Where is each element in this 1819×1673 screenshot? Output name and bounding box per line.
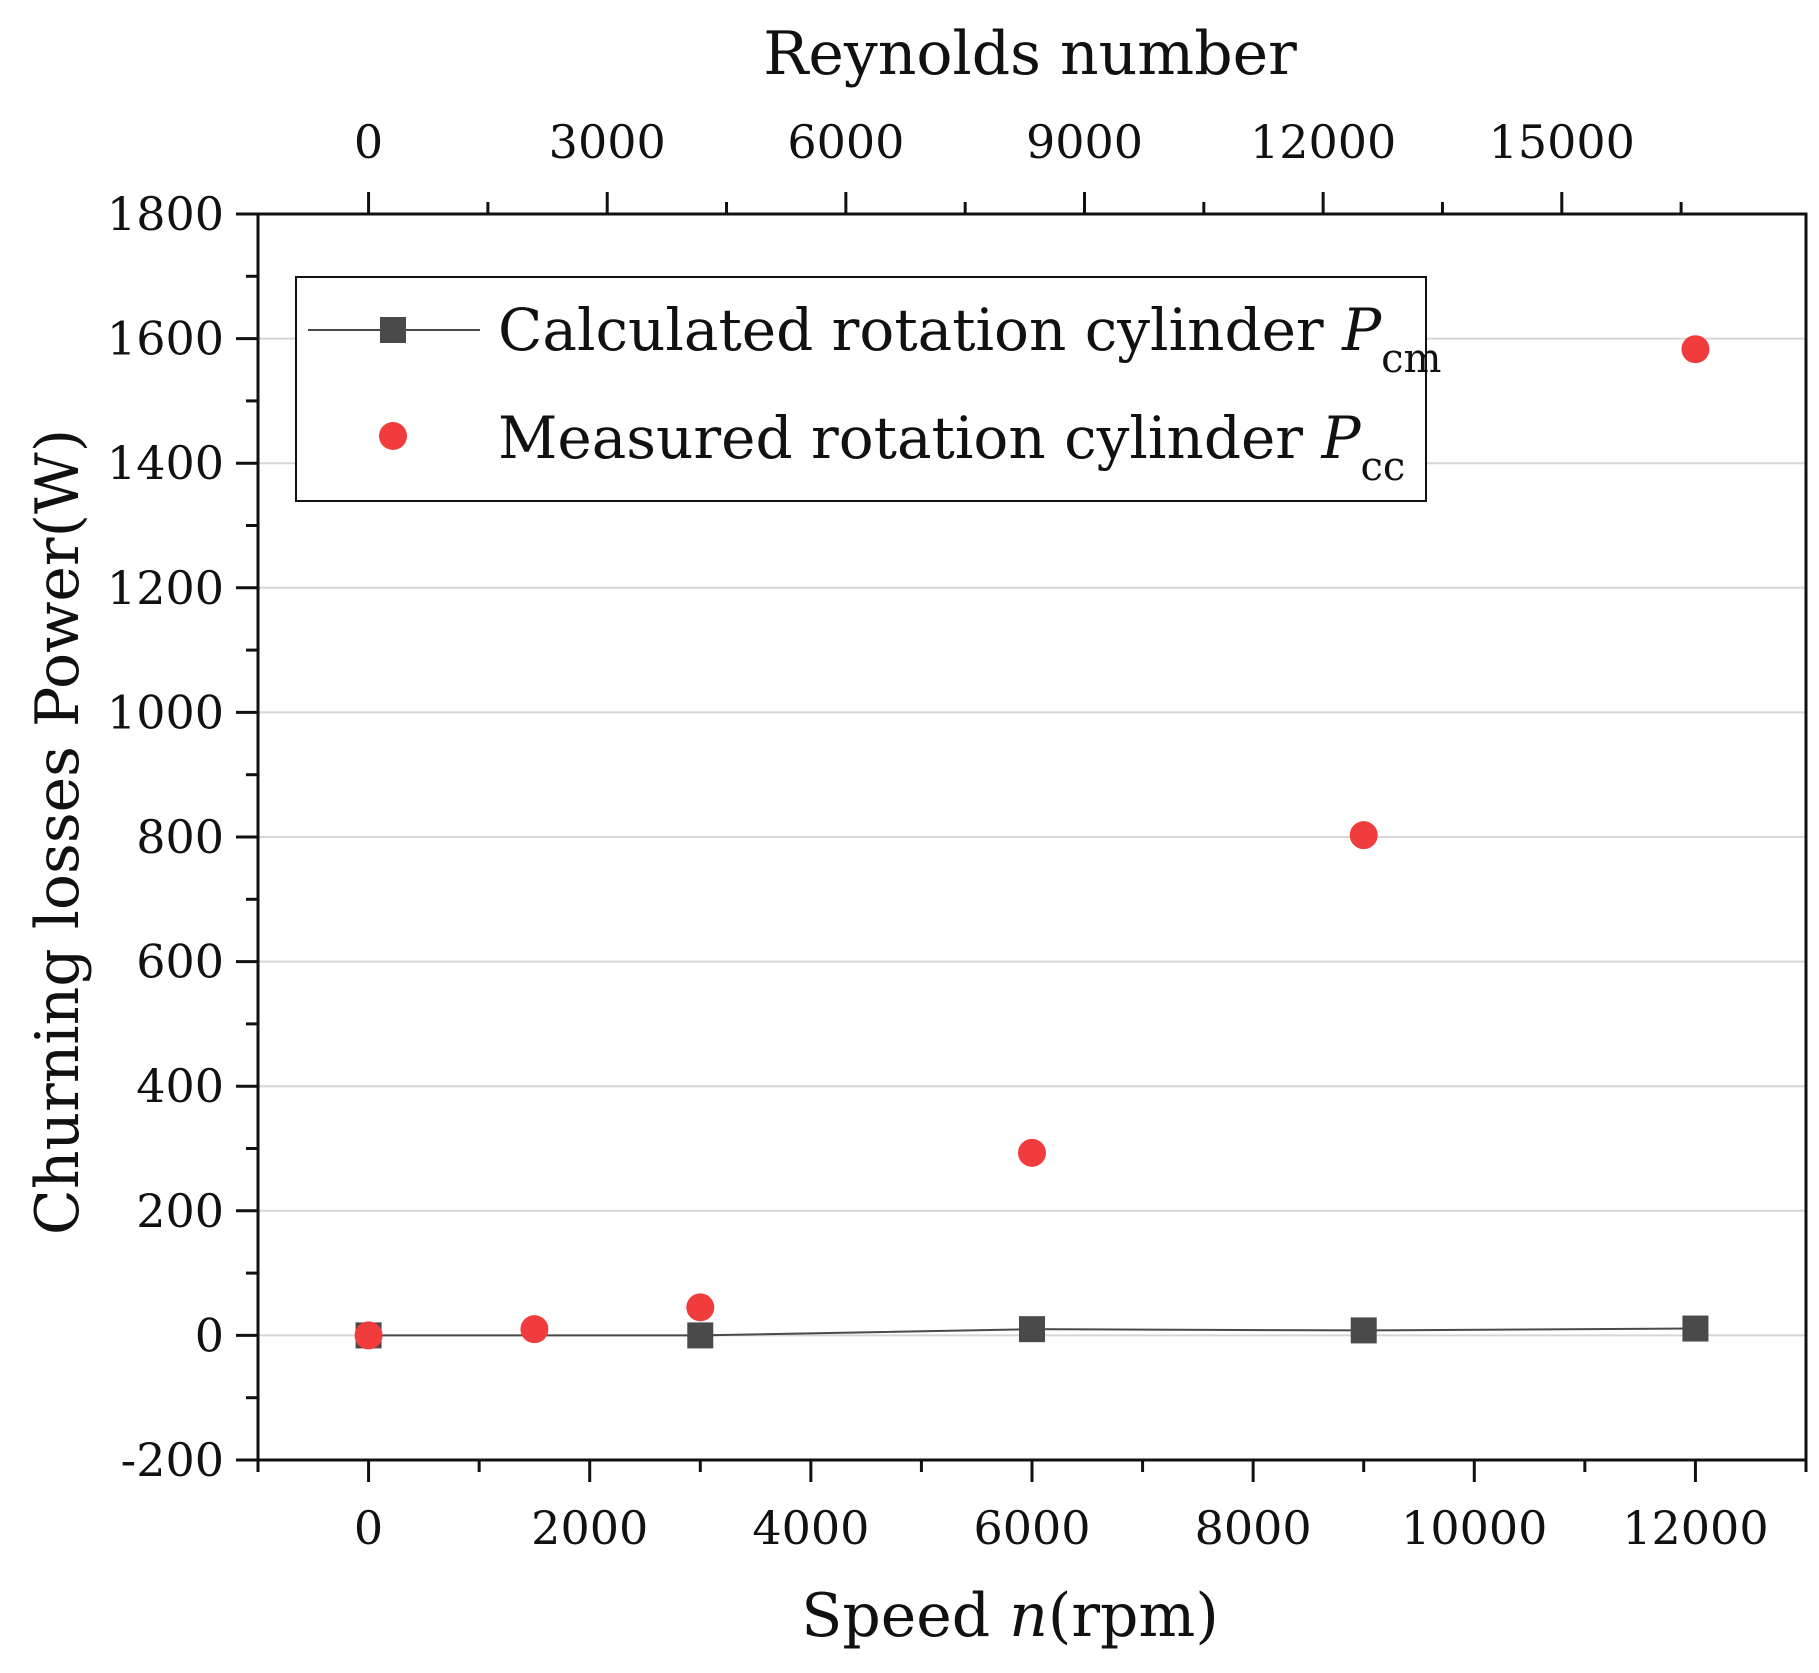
tick-labels: -200 0 200 400 600 800 1000 1200 1400 1600 1800 0 20… xyxy=(107,115,1769,1555)
x-tick-label: 10000 xyxy=(1401,1501,1547,1555)
legend-marker-square xyxy=(380,317,406,343)
x-axis-title-variable: n xyxy=(1009,1581,1048,1651)
legend-label: Calculated rotation cylinder Pcm xyxy=(498,296,1441,382)
legend-label-symbol: P xyxy=(1320,404,1361,472)
data-point-square xyxy=(1019,1316,1045,1343)
series-layer xyxy=(354,335,1710,1350)
legend-label-name: Measured rotation cylinder xyxy=(498,404,1321,472)
x2-axis-title: Reynolds number xyxy=(763,19,1297,89)
x-tick-label: 4000 xyxy=(752,1501,869,1555)
x-axis-title: Speed n(rpm) xyxy=(801,1581,1218,1651)
x-tick-label: 2000 xyxy=(531,1501,648,1555)
x2-tick-label: 9000 xyxy=(1026,115,1143,169)
y-tick-label: -200 xyxy=(121,1433,224,1487)
y-tick-label: 400 xyxy=(136,1059,224,1113)
x2-tick-label: 6000 xyxy=(787,115,904,169)
x-tick-label: 0 xyxy=(354,1501,383,1555)
y-tick-label: 1600 xyxy=(107,312,224,366)
y-tick-label: 600 xyxy=(136,935,224,989)
data-point-square xyxy=(1682,1315,1709,1342)
data-point-circle xyxy=(1349,821,1378,850)
data-point-circle xyxy=(686,1293,715,1322)
x-axis-title-suffix: (rpm) xyxy=(1048,1581,1219,1651)
x-tick-label: 8000 xyxy=(1195,1501,1312,1555)
y-tick-label: 800 xyxy=(136,810,224,864)
data-point-circle xyxy=(520,1315,549,1344)
x2-tick-label: 12000 xyxy=(1250,115,1396,169)
axis-ticks xyxy=(236,192,1808,1482)
y-tick-label: 1000 xyxy=(107,685,224,739)
x2-tick-label: 15000 xyxy=(1489,115,1635,169)
legend-label-symbol: P xyxy=(1341,296,1382,364)
x-tick-label: 12000 xyxy=(1622,1501,1768,1555)
legend-box xyxy=(295,276,1427,502)
y-tick-label: 1800 xyxy=(107,187,224,241)
x2-tick-label: 3000 xyxy=(549,115,666,169)
legend-marker-circle xyxy=(379,422,407,450)
y-tick-label: 0 xyxy=(195,1308,224,1362)
data-point-circle xyxy=(1018,1138,1046,1167)
data-point-square xyxy=(687,1322,714,1349)
y-tick-label: 1200 xyxy=(107,561,224,615)
x2-tick-label: 0 xyxy=(354,115,383,169)
y-tick-label: 200 xyxy=(136,1184,224,1238)
legend-label-subscript: cc xyxy=(1360,444,1405,490)
data-point-square xyxy=(1350,1317,1377,1344)
x-tick-label: 6000 xyxy=(973,1501,1090,1555)
legend-label-subscript: cm xyxy=(1381,336,1441,382)
data-point-circle xyxy=(1681,335,1710,364)
legend: Calculated rotation cylinder Pcm Measured… xyxy=(295,276,1441,502)
y-axis-title: Churning losses Power(W) xyxy=(23,429,93,1235)
legend-label: Measured rotation cylinder Pcc xyxy=(498,404,1405,490)
y-tick-label: 1400 xyxy=(107,436,224,490)
data-point-circle xyxy=(354,1321,383,1350)
legend-label-name: Calculated rotation cylinder xyxy=(498,296,1342,364)
x-axis-title-prefix: Speed xyxy=(801,1581,1009,1651)
